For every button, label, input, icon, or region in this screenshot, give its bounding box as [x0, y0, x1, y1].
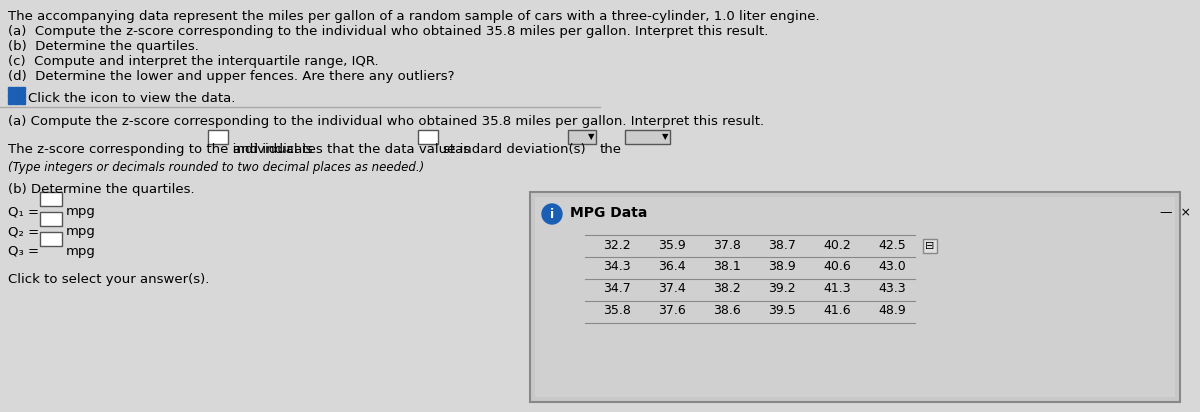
- Bar: [20, 99, 25, 104]
- Text: 40.6: 40.6: [823, 260, 851, 274]
- Text: (c)  Compute and interpret the interquartile range, IQR.: (c) Compute and interpret the interquart…: [8, 55, 379, 68]
- Text: 41.6: 41.6: [823, 304, 851, 318]
- Text: 34.3: 34.3: [604, 260, 631, 274]
- Text: (b)  Determine the quartiles.: (b) Determine the quartiles.: [8, 40, 199, 53]
- Bar: [0, 107, 1200, 412]
- Bar: [14, 87, 19, 92]
- Bar: [8, 87, 13, 92]
- Text: The z-score corresponding to the individual is: The z-score corresponding to the individ…: [8, 143, 312, 156]
- Text: 37.8: 37.8: [713, 239, 740, 251]
- Text: 43.0: 43.0: [878, 260, 906, 274]
- Text: (a) Compute the z-score corresponding to the individual who obtained 35.8 miles : (a) Compute the z-score corresponding to…: [8, 115, 764, 128]
- Text: Q₁ =: Q₁ =: [8, 205, 38, 218]
- Text: ▼: ▼: [662, 133, 668, 141]
- Text: Q₃ =: Q₃ =: [8, 245, 38, 258]
- Text: 39.2: 39.2: [768, 283, 796, 295]
- Text: 38.7: 38.7: [768, 239, 796, 251]
- Text: (Type integers or decimals rounded to two decimal places as needed.): (Type integers or decimals rounded to tw…: [8, 161, 425, 174]
- Bar: [40, 232, 62, 246]
- Bar: [418, 130, 438, 144]
- Text: 35.9: 35.9: [658, 239, 686, 251]
- Bar: [8, 93, 13, 98]
- Bar: [40, 212, 62, 226]
- Text: 48.9: 48.9: [878, 304, 906, 318]
- Text: the: the: [600, 143, 622, 156]
- Text: 37.4: 37.4: [658, 283, 686, 295]
- Bar: [530, 192, 1180, 402]
- Text: mpg: mpg: [66, 225, 96, 238]
- Text: 35.8: 35.8: [604, 304, 631, 318]
- Text: 37.6: 37.6: [658, 304, 686, 318]
- Text: ⊟: ⊟: [925, 241, 935, 251]
- Text: 40.2: 40.2: [823, 239, 851, 251]
- Text: 38.2: 38.2: [713, 283, 740, 295]
- Bar: [20, 93, 25, 98]
- Text: 42.5: 42.5: [878, 239, 906, 251]
- Text: (a)  Compute the z-score corresponding to the individual who obtained 35.8 miles: (a) Compute the z-score corresponding to…: [8, 25, 768, 38]
- Text: 36.4: 36.4: [658, 260, 686, 274]
- Text: Click to select your answer(s).: Click to select your answer(s).: [8, 273, 209, 286]
- Text: (b) Determine the quartiles.: (b) Determine the quartiles.: [8, 183, 194, 196]
- Bar: [625, 130, 670, 144]
- Text: Click the icon to view the data.: Click the icon to view the data.: [28, 92, 235, 105]
- Bar: [8, 99, 13, 104]
- Text: mpg: mpg: [66, 245, 96, 258]
- Text: Q₂ =: Q₂ =: [8, 225, 40, 238]
- Bar: [14, 99, 19, 104]
- Circle shape: [542, 204, 562, 224]
- Text: standard deviation(s): standard deviation(s): [443, 143, 586, 156]
- Text: i: i: [550, 208, 554, 220]
- Text: and indicates that the data value is: and indicates that the data value is: [233, 143, 470, 156]
- Bar: [0, 0, 1200, 202]
- Text: 32.2: 32.2: [604, 239, 631, 251]
- Text: mpg: mpg: [66, 205, 96, 218]
- Text: 38.9: 38.9: [768, 260, 796, 274]
- Bar: [535, 197, 1175, 397]
- Text: 38.1: 38.1: [713, 260, 740, 274]
- Bar: [20, 87, 25, 92]
- Text: 38.6: 38.6: [713, 304, 740, 318]
- Text: 43.3: 43.3: [878, 283, 906, 295]
- Text: —  ×: — ×: [1160, 206, 1190, 219]
- Bar: [40, 192, 62, 206]
- Text: ▼: ▼: [588, 133, 594, 141]
- Text: 39.5: 39.5: [768, 304, 796, 318]
- Bar: [923, 239, 937, 253]
- Bar: [14, 93, 19, 98]
- Text: The accompanying data represent the miles per gallon of a random sample of cars : The accompanying data represent the mile…: [8, 10, 820, 23]
- Text: 34.7: 34.7: [604, 283, 631, 295]
- Text: MPG Data: MPG Data: [570, 206, 647, 220]
- Text: 41.3: 41.3: [823, 283, 851, 295]
- Bar: [568, 130, 596, 144]
- Text: (d)  Determine the lower and upper fences. Are there any outliers?: (d) Determine the lower and upper fences…: [8, 70, 455, 83]
- Bar: [208, 130, 228, 144]
